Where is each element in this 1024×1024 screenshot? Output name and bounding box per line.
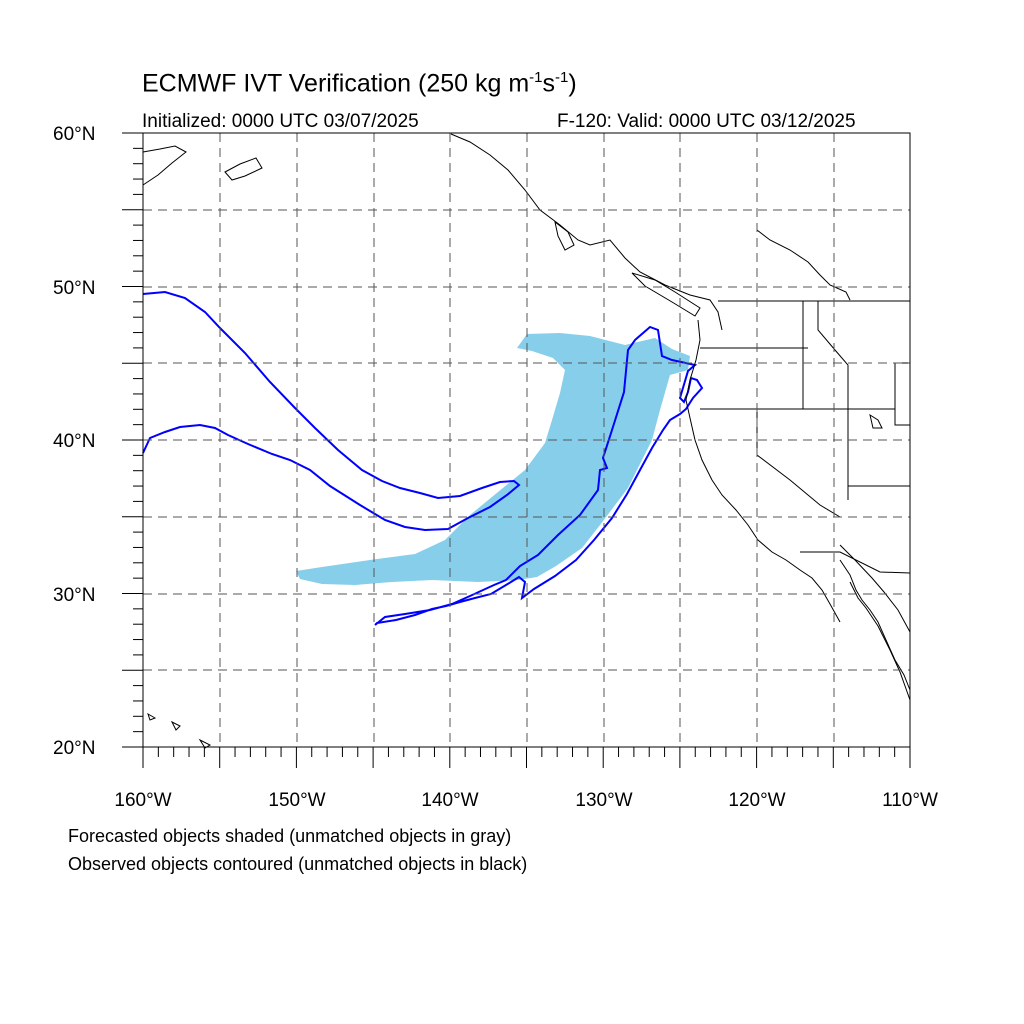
lat-tick-label: 40°N: [53, 431, 95, 452]
graticule: [143, 133, 910, 747]
mexico-mainland-coast: [839, 544, 911, 633]
lat-tick-label: 30°N: [53, 585, 95, 606]
lat-tick-label: 20°N: [53, 738, 95, 759]
lat-tick-labels: 60°N 50°N 40°N 30°N 20°N: [53, 124, 95, 759]
caption-forecast: Forecasted objects shaded (unmatched obj…: [68, 826, 512, 846]
us-west-coast: [685, 319, 841, 623]
coastlines: [142, 133, 911, 749]
hawaii-islands: [147, 712, 212, 749]
axis-ticks: [122, 132, 911, 768]
observed-contour-north: [142, 290, 521, 532]
valid-time-label: F-120: Valid: 0000 UTC 03/12/2025: [557, 111, 856, 132]
initialized-label: Initialized: 0000 UTC 03/07/2025: [142, 111, 419, 132]
wy-border: [894, 362, 911, 426]
baja-coast: [839, 559, 911, 691]
lon-tick-label: 110°W: [882, 790, 938, 811]
alaska-coast: [142, 145, 187, 186]
caption-observed: Observed objects contoured (unmatched ob…: [68, 854, 528, 874]
alaska-panhandle-coast: [450, 133, 723, 331]
mt-id-border: [817, 301, 849, 409]
gulf-of-california: [849, 581, 911, 701]
lat-tick-label: 50°N: [53, 278, 95, 299]
norcal-coast-lake: [869, 413, 883, 429]
bc-islands: [554, 220, 575, 251]
chart-title: ECMWF IVT Verification (250 kg m-1s-1): [142, 69, 577, 98]
lon-tick-label: 150°W: [268, 790, 325, 811]
state-borders: [700, 300, 911, 574]
lat-tick-label: 60°N: [53, 124, 95, 145]
lon-tick-label: 140°W: [421, 790, 478, 811]
vancouver-island: [631, 272, 701, 317]
lon-tick-labels: 160°W 150°W 140°W 130°W 120°W 110°W: [114, 790, 938, 811]
lon-tick-label: 120°W: [728, 790, 785, 811]
lon-tick-label: 130°W: [575, 790, 632, 811]
observed-contour-main: [374, 325, 704, 626]
us-mexico-border: [800, 551, 911, 574]
canada-coast: [756, 229, 851, 301]
ca-nv-border: [756, 409, 841, 518]
lon-tick-label: 160°W: [114, 790, 171, 811]
forecast-object-shaded: [296, 333, 690, 585]
alaska-coast-islands: [224, 157, 263, 181]
